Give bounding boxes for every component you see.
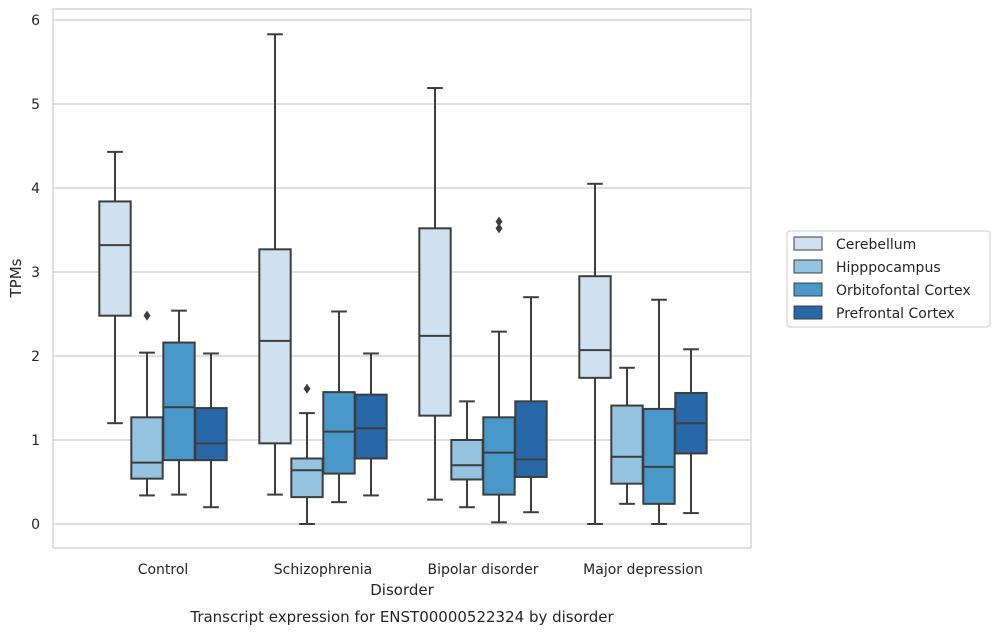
box-cerebellum [258,33,292,496]
chart-title: Transcript expression for ENST0000052232… [189,608,614,626]
box-iqr [98,200,132,317]
box-iqr [418,227,452,417]
box-iqr [354,393,388,460]
y-axis-ticks: 0 1 2 3 4 5 6 [31,13,40,533]
x-axis-ticks: Control Schizophrenia Bipolar disorder Majo… [138,562,703,578]
box-iqr [258,248,292,445]
outlier-point [303,383,311,394]
box-iqr [514,400,548,478]
box-cerebellum [578,182,612,525]
legend-label: Prefrontal Cortex [836,306,955,322]
box-orbitofontal-cortex [482,216,516,524]
legend-swatch [793,236,823,251]
box-iqr [130,416,164,480]
y-axis-label: TPMs [7,258,25,298]
y-tick-label: 6 [31,13,40,29]
x-axis-label: Disorder [370,581,434,599]
legend: Cerebellum Hipppocampus Orbitofontal Corte… [786,230,991,328]
x-tick-label: Major depression [583,562,703,578]
box-hipppocampus [450,400,484,509]
outlier-point [495,216,503,227]
y-tick-label: 2 [31,349,40,365]
box-iqr [290,457,324,499]
y-tick-label: 4 [31,181,40,197]
box-iqr [642,407,676,505]
legend-label: Cerebellum [836,237,916,253]
outlier-point [143,310,151,321]
box-prefrontal-cortex [194,352,228,509]
legend-swatch [793,282,823,297]
legend-swatch [793,259,823,274]
legend-frame [786,230,991,328]
legend-swatch [793,305,823,320]
y-tick-label: 0 [31,517,40,533]
box-iqr [578,275,612,379]
x-tick-label: Bipolar disorder [427,562,538,578]
x-tick-label: Control [138,562,189,578]
plot-area-frame [52,8,752,549]
y-tick-label: 3 [31,265,40,281]
y-tick-label: 5 [31,97,40,113]
box-iqr [162,341,196,462]
box-iqr [482,416,516,496]
outlier-point [495,223,503,234]
box-iqr [450,439,484,481]
box-prefrontal-cortex [514,296,548,514]
y-tick-label: 1 [31,433,40,449]
box-orbitofontal-cortex [162,309,196,496]
box-iqr [194,407,228,462]
box-prefrontal-cortex [354,352,388,497]
box-orbitofontal-cortex [642,298,676,525]
legend-label: Hipppocampus [836,260,941,276]
box-prefrontal-cortex [674,348,708,515]
box-cerebellum [98,150,132,425]
box-iqr [610,404,644,485]
box-hipppocampus [290,383,324,525]
box-hipppocampus [610,366,644,505]
x-tick-label: Schizophrenia [274,562,372,578]
box-series [98,33,708,525]
legend-label: Orbitofontal Cortex [836,283,971,299]
box-hipppocampus [130,310,164,497]
box-iqr [322,391,356,475]
box-cerebellum [418,87,452,501]
box-orbitofontal-cortex [322,310,356,504]
